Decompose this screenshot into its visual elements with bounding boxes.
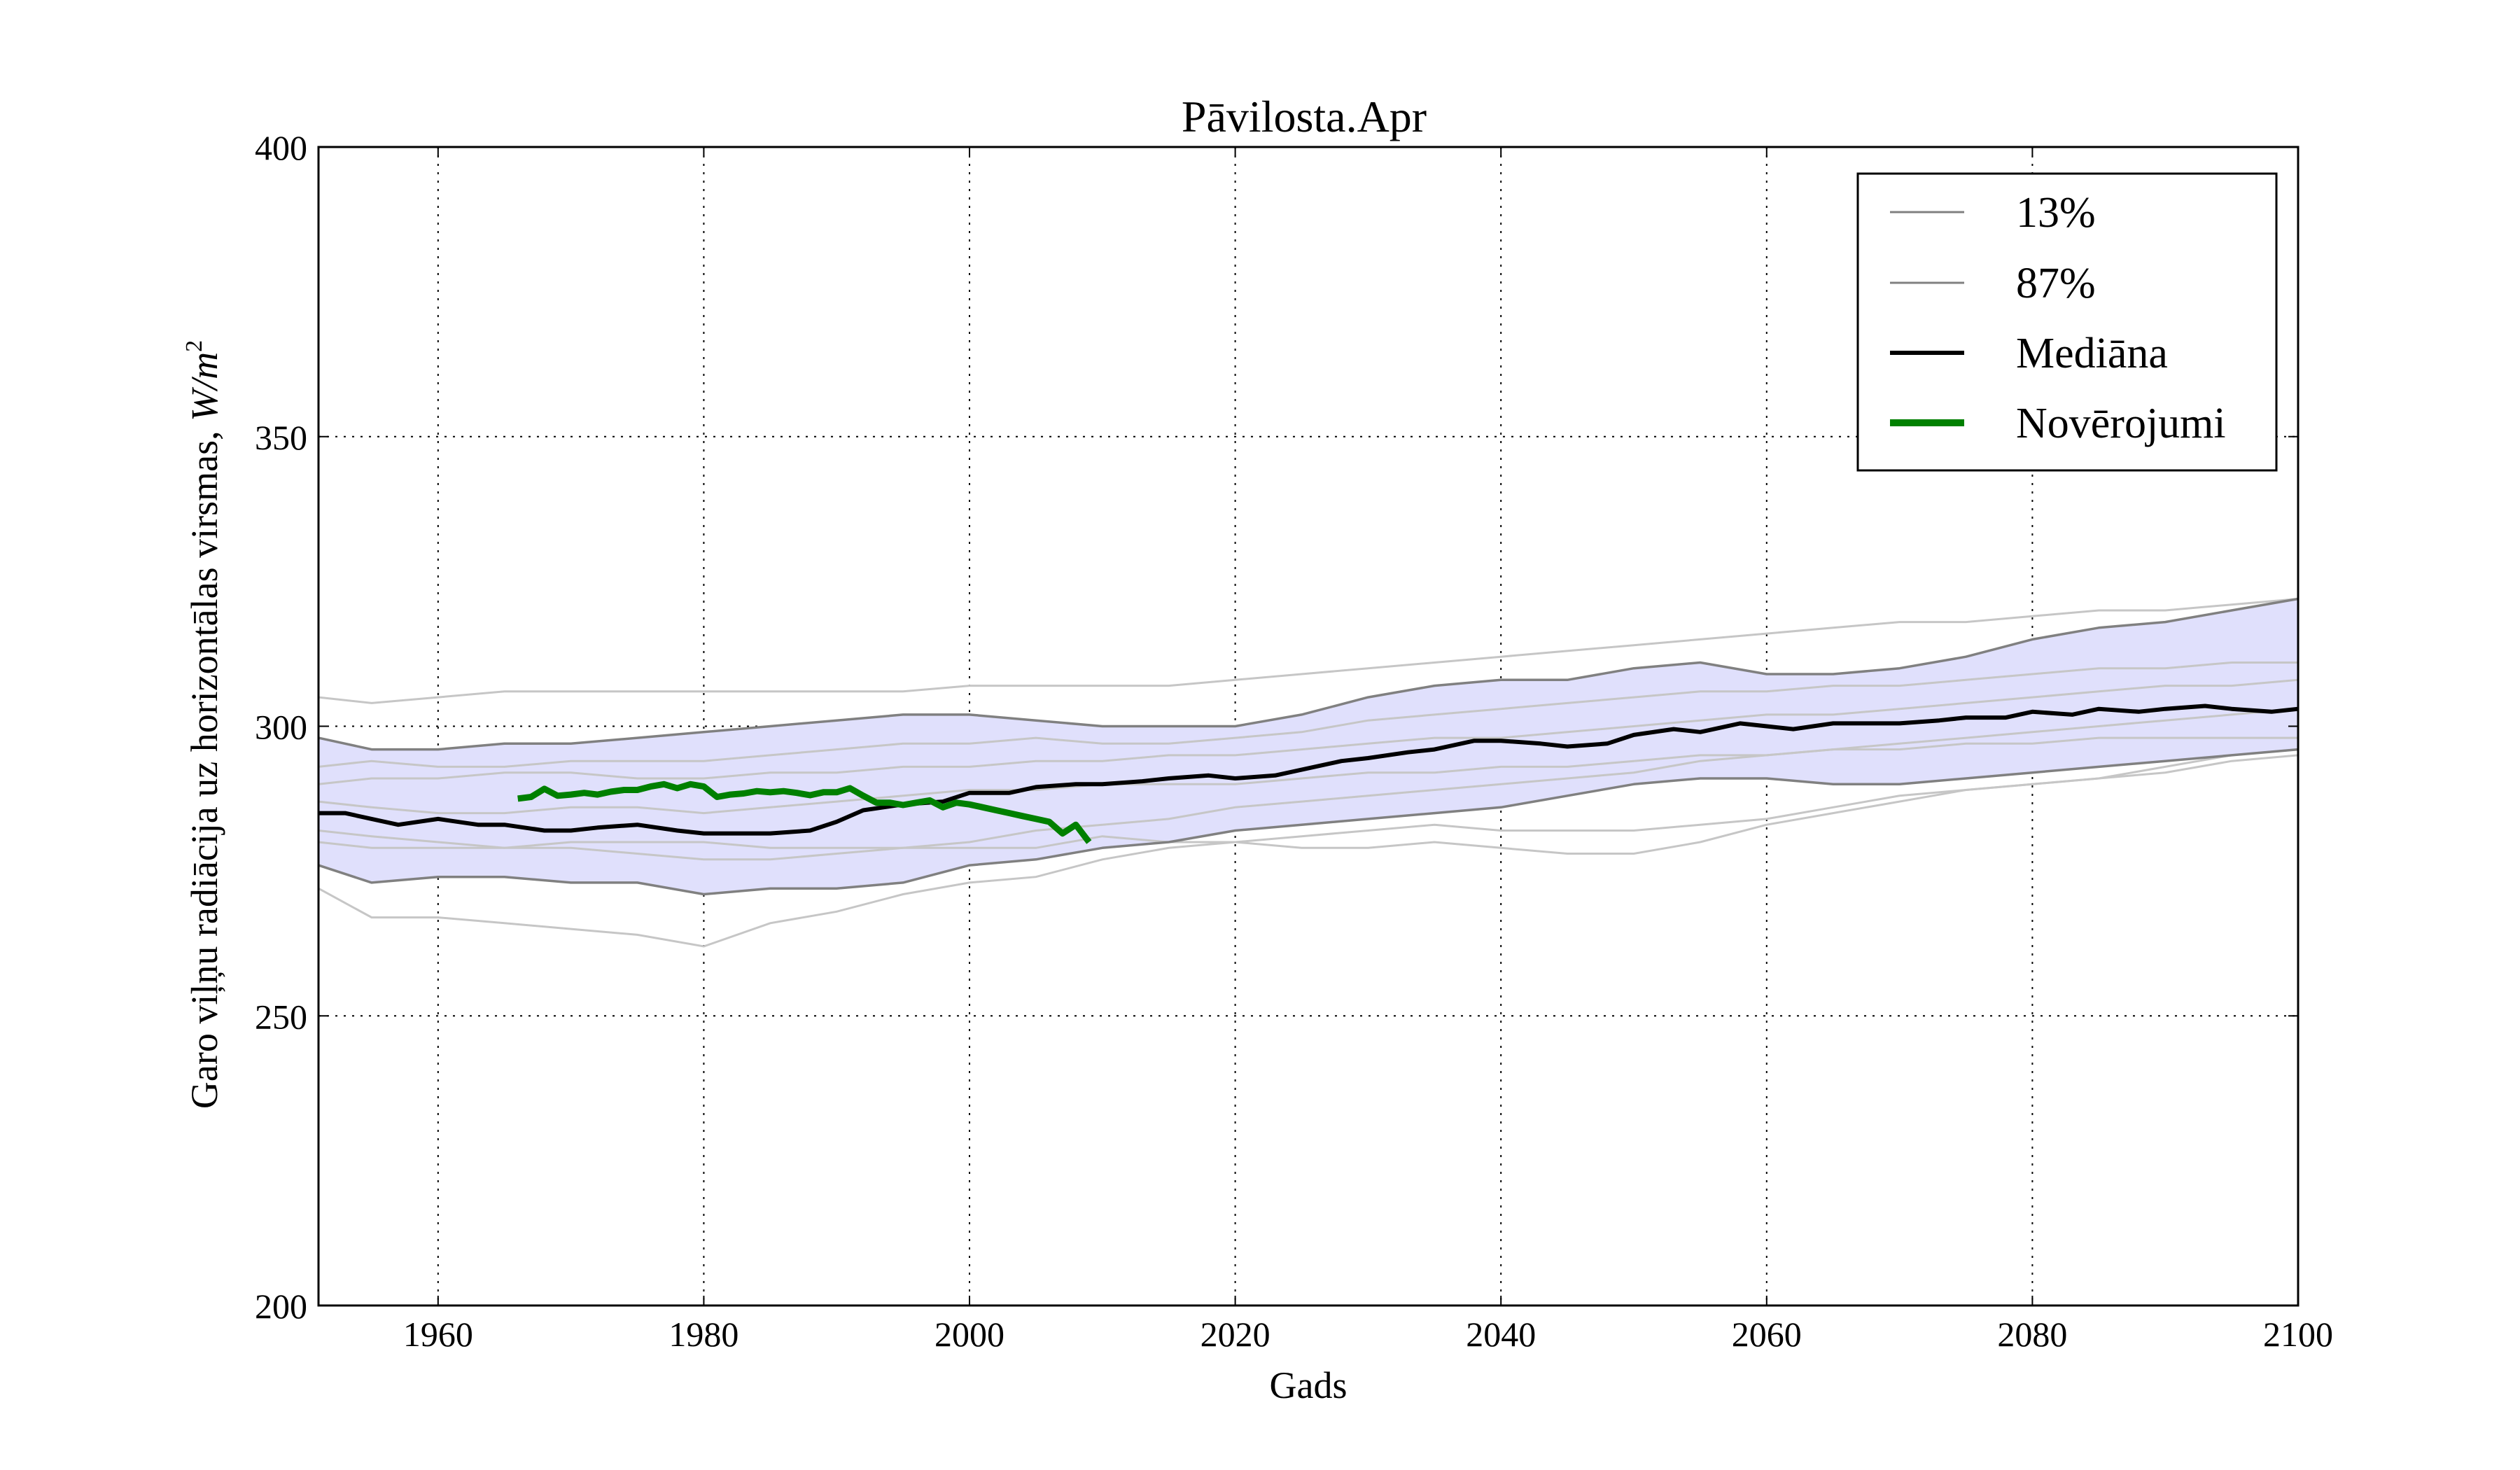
x-axis-ticks: 1960 1980 2000 2020 2040 2060 2080 2100: [403, 147, 2333, 1354]
x-tick-label-2080: 2080: [1997, 1315, 2067, 1354]
y-tick-label-200: 200: [255, 1287, 307, 1326]
x-tick-label-2020: 2020: [1200, 1315, 1270, 1354]
y-axis-label: Garo viļņu radiācija uz horizontālas vir…: [181, 340, 225, 1109]
legend-label-observations: Novērojumi: [2016, 400, 2226, 447]
ensemble-line-6: [318, 708, 2299, 861]
legend-label-median: Mediāna: [2016, 330, 2168, 377]
legend: 13% 87% Mediāna Novērojumi: [1856, 172, 2278, 472]
y-tick-label-250: 250: [255, 997, 307, 1036]
chart-title: Pāvilosta.Apr: [1182, 92, 1427, 141]
ensemble-line-7: [318, 678, 2299, 785]
ensemble-line-1: [318, 598, 2299, 704]
y-axis-ticks: 200 250 300 350 400: [255, 128, 2298, 1326]
observations-line: [517, 780, 1092, 844]
percentile-band: [318, 598, 2298, 895]
x-tick-label-2060: 2060: [1732, 1315, 1802, 1354]
x-tick-label-2100: 2100: [2263, 1315, 2333, 1354]
ensemble-line-5: [318, 736, 2298, 815]
ensemble-lines: [318, 598, 2299, 948]
y-axis-label-unit: W/m: [183, 352, 225, 421]
percentile-line-13: [318, 748, 2299, 896]
median-line: [318, 704, 2299, 836]
y-axis-label-text: Garo viļņu radiācija uz horizontālas vir…: [183, 421, 225, 1109]
x-axis-label: Gads: [1270, 1364, 1348, 1406]
x-tick-label-1960: 1960: [403, 1315, 473, 1354]
x-tick-label-2040: 2040: [1466, 1315, 1536, 1354]
series-lines: [318, 597, 2299, 896]
legend-label-13: 13%: [2016, 189, 2096, 237]
percentile-line-87: [318, 597, 2299, 751]
y-tick-label-350: 350: [255, 418, 307, 457]
legend-label-87: 87%: [2016, 260, 2096, 307]
x-tick-label-2000: 2000: [934, 1315, 1004, 1354]
ensemble-line-4: [318, 662, 2298, 768]
y-axis-label-unit-exponent: 2: [181, 340, 207, 352]
y-tick-label-400: 400: [255, 128, 307, 167]
x-tick-label-1980: 1980: [668, 1315, 738, 1354]
percentile-band-fill: [318, 598, 2298, 895]
ensemble-line-3: [318, 748, 2299, 855]
y-tick-label-300: 300: [255, 708, 307, 747]
